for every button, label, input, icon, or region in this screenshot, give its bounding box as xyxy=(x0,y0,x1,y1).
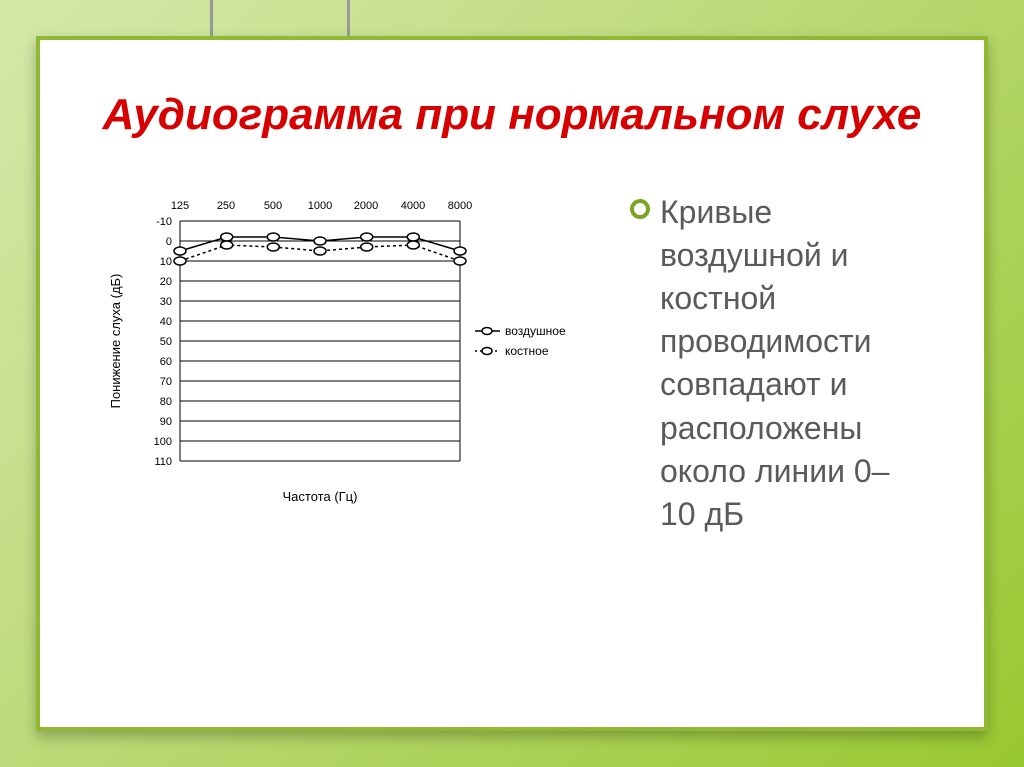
legend-item: воздушное xyxy=(505,324,566,338)
audiogram-chart: -10 0 10 20 30 40 50 60 70 80 90 100 110 xyxy=(100,181,600,541)
y-tick: 90 xyxy=(160,416,172,428)
x-tick: 8000 xyxy=(448,200,472,212)
chart-legend: воздушное костное xyxy=(475,324,566,358)
slide-frame: Аудиограмма при нормальном слухе -10 0 1… xyxy=(36,36,988,731)
x-tick: 125 xyxy=(171,200,189,212)
y-tick: 0 xyxy=(166,236,172,248)
y-tick: 50 xyxy=(160,336,172,348)
y-tick: 40 xyxy=(160,316,172,328)
y-tick: 100 xyxy=(154,436,172,448)
x-tick: 250 xyxy=(217,200,235,212)
content-row: -10 0 10 20 30 40 50 60 70 80 90 100 110 xyxy=(100,181,924,541)
x-axis-label: Частота (Гц) xyxy=(283,489,358,504)
x-tick: 1000 xyxy=(308,200,332,212)
bullet-icon xyxy=(630,199,650,224)
y-tick: 10 xyxy=(160,256,172,268)
y-axis-label: Понижение слуха (дБ) xyxy=(108,273,123,408)
x-tick: 4000 xyxy=(401,200,425,212)
bullet-area: Кривые воздушной и костной проводимости … xyxy=(630,181,924,537)
y-tick: 60 xyxy=(160,356,172,368)
y-tick: 70 xyxy=(160,376,172,388)
legend-item: костное xyxy=(505,344,549,358)
x-tick: 2000 xyxy=(354,200,378,212)
y-tick: -10 xyxy=(156,216,172,228)
bullet-text: Кривые воздушной и костной проводимости … xyxy=(660,191,924,537)
slide-title: Аудиограмма при нормальном слухе xyxy=(100,90,924,141)
y-tick: 80 xyxy=(160,396,172,408)
y-tick: 30 xyxy=(160,296,172,308)
y-tick: 110 xyxy=(154,456,172,468)
x-tick: 500 xyxy=(264,200,282,212)
y-tick: 20 xyxy=(160,276,172,288)
